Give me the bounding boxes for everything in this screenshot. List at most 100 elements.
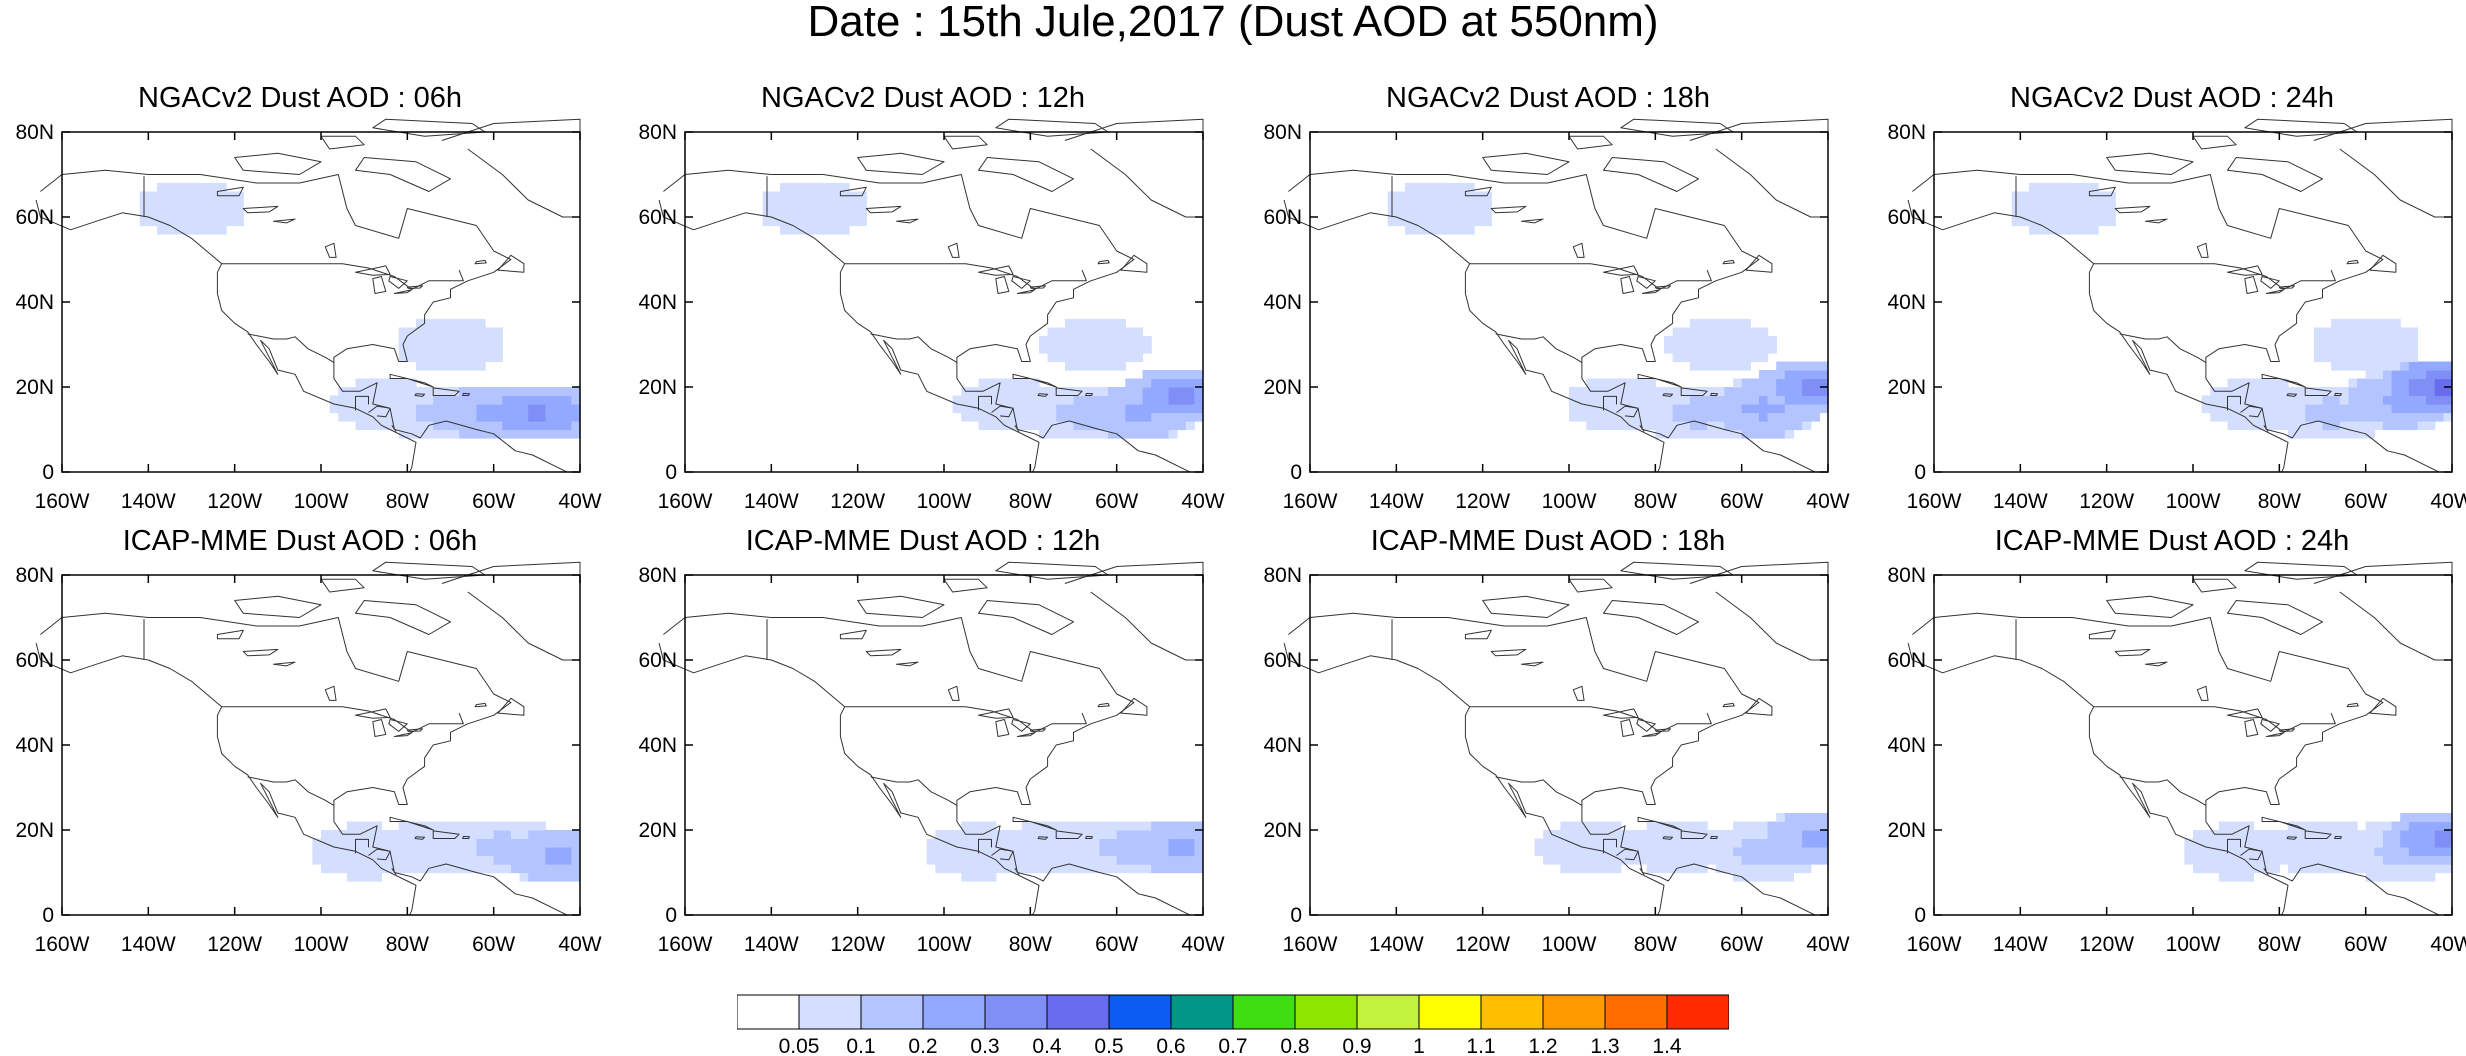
aod-cell bbox=[424, 830, 434, 840]
aod-cell bbox=[1655, 404, 1665, 414]
aod-cell bbox=[1689, 855, 1700, 865]
aod-cell bbox=[226, 208, 236, 218]
aod-cell bbox=[1577, 404, 1587, 414]
colorbar-swatch bbox=[984, 994, 1048, 1030]
aod-cell bbox=[1758, 421, 1769, 431]
aod-cell bbox=[148, 200, 158, 210]
aod-cell bbox=[2322, 387, 2332, 397]
aod-cell bbox=[1784, 872, 1795, 882]
aod-cell bbox=[2417, 387, 2427, 397]
colorbar-swatch bbox=[1356, 994, 1420, 1030]
aod-cell bbox=[779, 183, 790, 193]
aod-cell bbox=[2287, 847, 2298, 857]
aod-cell bbox=[1733, 319, 1743, 329]
aod-cell bbox=[2331, 821, 2341, 831]
aod-cell bbox=[1698, 395, 1708, 405]
aod-cell bbox=[407, 353, 417, 363]
coastline bbox=[2244, 276, 2259, 294]
aod-cell bbox=[2365, 361, 2375, 371]
aod-cell bbox=[2357, 429, 2367, 439]
aod-cell bbox=[1767, 864, 1777, 874]
aod-cell bbox=[1133, 864, 1144, 874]
aod-cell bbox=[2270, 864, 2280, 874]
aod-cell bbox=[1142, 387, 1152, 397]
lat-tick-label: 40N bbox=[638, 291, 677, 314]
aod-cell bbox=[2201, 830, 2211, 840]
aod-cell bbox=[364, 412, 374, 422]
aod-cell bbox=[1741, 412, 1751, 422]
aod-cell bbox=[1142, 855, 1152, 865]
lat-tick-label: 20N bbox=[1263, 376, 1302, 399]
aod-cell bbox=[969, 838, 980, 848]
panel-title: ICAP-MME Dust AOD : 06h bbox=[122, 525, 478, 557]
coastline bbox=[2260, 719, 2280, 732]
aod-cell bbox=[1707, 319, 1717, 329]
aod-cell bbox=[1090, 838, 1100, 848]
aod-cell bbox=[2072, 191, 2082, 201]
lat-tick-label: 0 bbox=[42, 904, 54, 927]
coastline bbox=[1641, 289, 1661, 294]
aod-cell bbox=[1594, 847, 1605, 857]
aod-cell bbox=[2348, 429, 2358, 439]
aod-cell bbox=[1116, 387, 1126, 397]
aod-cell bbox=[554, 421, 564, 431]
aod-cell bbox=[2426, 378, 2436, 388]
aod-cell bbox=[1159, 847, 1170, 857]
coastline bbox=[388, 276, 408, 289]
aod-cell bbox=[1560, 838, 1570, 848]
aod-cell bbox=[2357, 838, 2367, 848]
coastline bbox=[896, 218, 919, 224]
aod-cell bbox=[1108, 429, 1118, 439]
aod-cell bbox=[2348, 421, 2358, 431]
aod-cell bbox=[407, 395, 417, 405]
aod-cell bbox=[1672, 838, 1682, 848]
coastline bbox=[2334, 835, 2342, 839]
aod-cell bbox=[1715, 327, 1725, 337]
aod-cell bbox=[2089, 225, 2099, 235]
aod-cell bbox=[1073, 395, 1083, 405]
aod-cell bbox=[571, 387, 581, 397]
coastline bbox=[2088, 629, 2116, 640]
coastline bbox=[2244, 719, 2259, 737]
aod-cell bbox=[2365, 421, 2375, 431]
aod-cell bbox=[926, 838, 936, 848]
aod-cell bbox=[1681, 344, 1691, 354]
aod-cell bbox=[2236, 387, 2246, 397]
aod-cell bbox=[2339, 412, 2349, 422]
aod-cell bbox=[1177, 404, 1187, 414]
aod-cell bbox=[2080, 191, 2090, 201]
aod-cell bbox=[510, 821, 521, 831]
aod-cell bbox=[364, 378, 374, 388]
aod-cell bbox=[2426, 830, 2436, 840]
aod-cell bbox=[1073, 821, 1083, 831]
aod-cell bbox=[2348, 412, 2358, 422]
aod-cell bbox=[2313, 395, 2324, 405]
aod-cell bbox=[433, 421, 443, 431]
aod-cell bbox=[2054, 183, 2065, 193]
aod-cell bbox=[1586, 412, 1596, 422]
aod-cell bbox=[961, 838, 971, 848]
coastline bbox=[978, 600, 1074, 635]
aod-cell bbox=[415, 344, 426, 354]
aod-cell bbox=[519, 429, 529, 439]
lon-tick-label: 80W bbox=[386, 490, 429, 513]
aod-cell bbox=[1142, 847, 1152, 857]
aod-cell bbox=[2279, 855, 2289, 865]
aod-cell bbox=[1194, 378, 1204, 388]
aod-cell bbox=[2443, 412, 2453, 422]
lat-tick-label: 60N bbox=[638, 649, 677, 672]
aod-cell bbox=[476, 412, 486, 422]
aod-cell bbox=[1090, 336, 1100, 346]
aod-cell bbox=[450, 838, 460, 848]
aod-cell bbox=[1603, 378, 1613, 388]
coastline bbox=[1620, 719, 1635, 737]
aod-cell bbox=[441, 319, 452, 329]
aod-cell bbox=[1413, 200, 1423, 210]
aod-cell bbox=[2348, 838, 2358, 848]
aod-cell bbox=[1638, 847, 1648, 857]
lon-tick-label: 140W bbox=[744, 933, 799, 956]
aod-cell bbox=[1819, 838, 1829, 848]
aod-cell bbox=[2426, 404, 2436, 414]
coastline bbox=[1620, 561, 1734, 580]
aod-cell bbox=[571, 429, 581, 439]
